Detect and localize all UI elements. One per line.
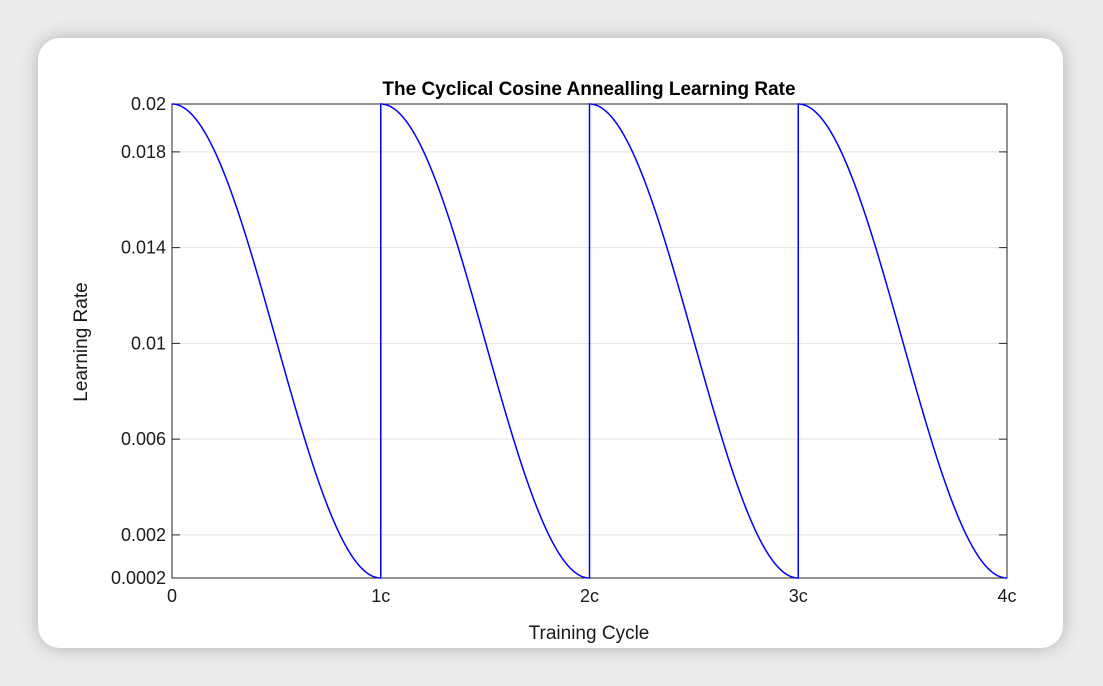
x-tick-label: 2c [580, 586, 599, 606]
y-tick-label: 0.01 [131, 333, 166, 353]
x-axis-label: Training Cycle [529, 623, 650, 644]
y-tick-label: 0.002 [121, 525, 166, 545]
y-tick-label: 0.02 [131, 94, 166, 114]
x-tick-label: 0 [167, 586, 177, 606]
series-layer [171, 103, 1008, 579]
chart-title: The Cyclical Cosine Annealling Learning … [382, 79, 795, 100]
x-tick-label: 1c [371, 586, 390, 606]
y-tick-label: 0.014 [121, 238, 166, 258]
x-tick-label: 3c [789, 586, 808, 606]
tick-labels: 0 1c 2c 3c 4c 0.0002 0.002 0.006 0.01 0.014 0.018 0… [111, 94, 1017, 606]
y-tick-label: 0.006 [121, 429, 166, 449]
y-tick-label: 0.0002 [111, 568, 166, 588]
x-tick-label: 4c [997, 586, 1016, 606]
y-axis-label: Learning Rate [71, 282, 92, 401]
y-tick-label: 0.018 [121, 142, 166, 162]
lr-schedule-line [171, 103, 1008, 579]
